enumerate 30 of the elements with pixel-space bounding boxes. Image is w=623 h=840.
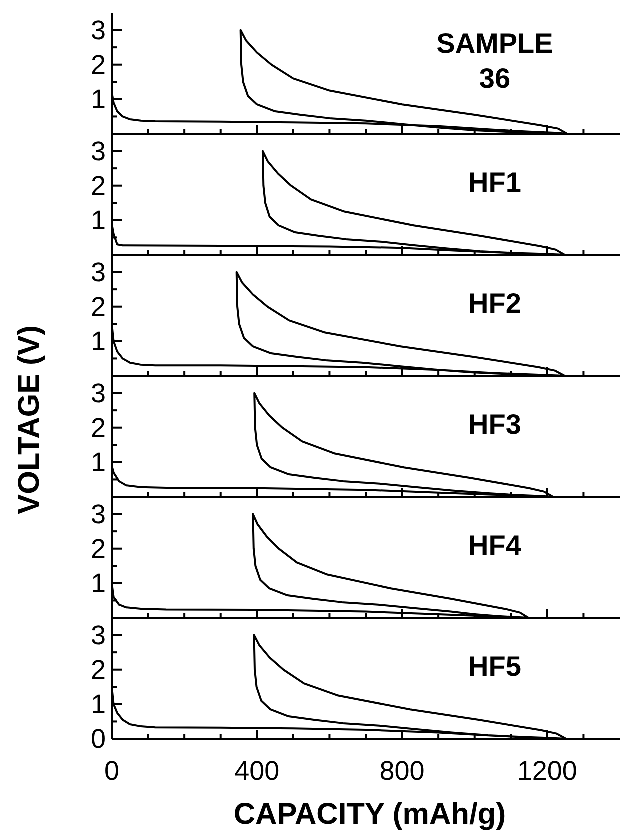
y-tick-label: 2	[90, 50, 106, 80]
y-tick-label: 3	[90, 378, 106, 408]
y-tick-label: 1	[90, 84, 106, 114]
y-tick-label: 2	[90, 412, 106, 443]
x-tick-label: 800	[380, 756, 425, 786]
annotation: HF5	[468, 650, 522, 684]
y-tick-label: 1	[90, 326, 106, 356]
annotation: HF4	[468, 528, 522, 562]
y-tick-label: 2	[90, 170, 106, 201]
y-tick-label: 2	[90, 654, 106, 685]
y-tick-label: 1	[90, 689, 106, 720]
annotation: SAMPLE 36	[436, 27, 554, 96]
y-tick-label: 3	[90, 136, 106, 166]
y-tick-label: 3	[90, 499, 106, 530]
x-axis-title: CAPACITY (mAh/g)	[234, 798, 506, 832]
annotation: HF3	[468, 408, 522, 442]
y-tick-label: 2	[90, 292, 106, 322]
y-tick-label: 3	[90, 15, 106, 46]
annotation: HF1	[468, 166, 522, 200]
x-tick-label: 1200	[517, 756, 578, 786]
y-tick-label: 3	[90, 620, 106, 650]
y-tick-label: 1	[90, 447, 106, 478]
annotation: HF2	[468, 286, 522, 320]
y-tick-label: 0	[90, 724, 106, 754]
y-tick-label: 2	[90, 534, 106, 564]
y-tick-label: 1	[90, 568, 106, 598]
x-tick-label: 400	[234, 756, 280, 786]
y-tick-label: 1	[90, 205, 106, 236]
y-axis-title: VOLTAGE (V)	[13, 326, 47, 514]
y-tick-label: 3	[90, 257, 106, 288]
